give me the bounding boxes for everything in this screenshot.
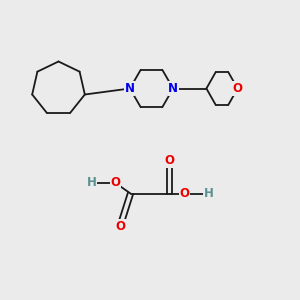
Text: H: H	[87, 176, 96, 190]
Text: N: N	[168, 82, 178, 95]
Text: O: O	[179, 187, 190, 200]
Text: N: N	[125, 82, 135, 95]
Text: O: O	[110, 176, 121, 190]
Text: O: O	[232, 82, 243, 95]
Text: O: O	[164, 154, 175, 167]
Text: H: H	[204, 187, 213, 200]
Text: O: O	[115, 220, 125, 233]
